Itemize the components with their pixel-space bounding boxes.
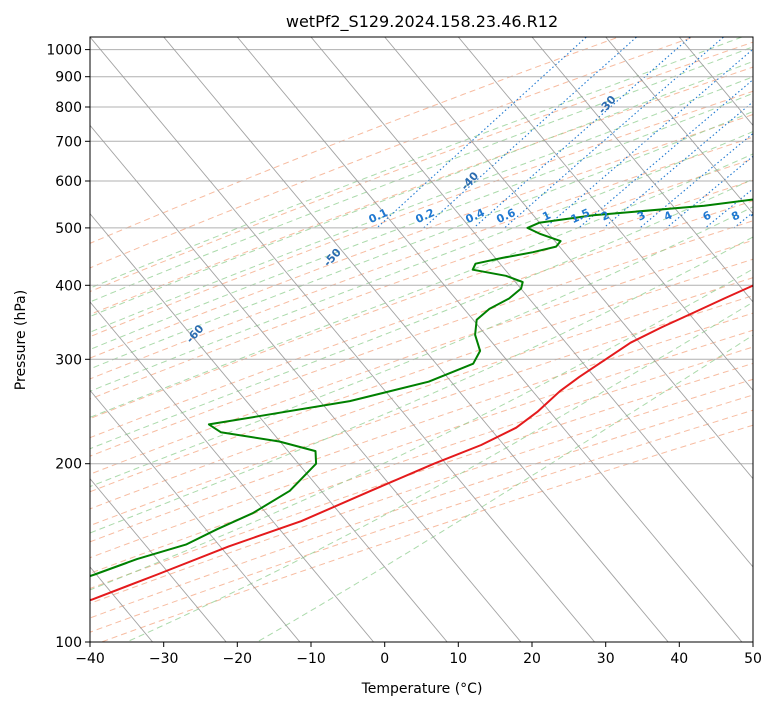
x-tick-label: −40 — [75, 651, 105, 667]
chart-title: wetPf2_S129.2024.158.23.46.R12 — [286, 12, 558, 32]
isotherm-gridline — [90, 477, 227, 642]
y-axis: 1000 900 800 700 600 500 400 300 200 100 — [46, 43, 90, 651]
x-tick-label: −30 — [149, 651, 179, 667]
y-tick-label: 700 — [55, 134, 82, 150]
x-tick-label: −20 — [223, 651, 253, 667]
isotherm-gridline — [90, 37, 595, 642]
x-axis: −40 −30 −20 −10 0 10 20 30 40 50 — [75, 642, 762, 667]
moist-adiabat-line — [90, 76, 753, 333]
moist-adiabat-line — [90, 153, 753, 418]
dry-adiabat-line — [90, 378, 753, 604]
dry-adiabat-line — [90, 394, 753, 619]
isotherm-gridline — [90, 301, 374, 642]
mixing-ratio-line — [473, 37, 692, 229]
moist-adiabat-line — [90, 37, 743, 289]
mixing-ratio-label: 10 — [749, 207, 769, 225]
dry-adiabat-line — [90, 258, 753, 493]
y-tick-label: 100 — [55, 635, 82, 651]
isotherm-gridline — [90, 389, 301, 642]
isobar-gridlines — [90, 49, 753, 642]
y-tick-label: 900 — [55, 70, 82, 86]
sounding-series — [90, 198, 753, 602]
x-tick-label: −10 — [296, 651, 326, 667]
y-tick-label: 800 — [55, 100, 82, 116]
isotherm-gridline — [236, 37, 743, 642]
isotherm-gridline — [90, 212, 448, 642]
mixing-ratio-line — [603, 101, 753, 229]
isotherm-gridline — [457, 37, 753, 392]
y-axis-title: Pressure (hPa) — [13, 290, 29, 390]
temperature-profile-line — [90, 284, 753, 602]
dry-adiabat-line — [90, 312, 753, 543]
moist-adiabat-line — [90, 92, 753, 350]
dry-adiabat-line — [90, 113, 753, 359]
moist-adiabat-line — [90, 178, 753, 450]
isotherm-gridline — [605, 37, 753, 215]
dry-adiabats — [90, 37, 753, 642]
dry-adiabat-line — [90, 200, 753, 439]
x-tick-label: 50 — [744, 651, 762, 667]
y-tick-label: 200 — [55, 457, 82, 473]
isotherm-gridline — [90, 124, 522, 642]
dry-adiabat-line — [90, 90, 753, 338]
y-tick-label: 600 — [55, 174, 82, 190]
moist-adiabat-line — [126, 301, 753, 642]
mixing-ratio-lines — [376, 37, 753, 229]
isotherm-label: -20 — [733, 16, 756, 40]
isotherm-gridline — [531, 37, 753, 303]
x-tick-label: 0 — [380, 651, 389, 667]
isotherm-gridline — [310, 37, 753, 568]
dry-adiabat-line — [90, 295, 753, 527]
dewpoint-profile-line — [90, 198, 753, 578]
x-axis-title: Temperature (°C) — [361, 681, 483, 697]
dry-adiabat-line — [90, 220, 753, 457]
plot-area: -100-90-80-70-60-50-40-30-20-10010203040… — [90, 16, 769, 642]
y-tick-label: 400 — [55, 278, 82, 294]
dry-adiabat-line — [90, 346, 753, 574]
dry-adiabat-line — [90, 136, 753, 380]
y-tick-label: 300 — [55, 352, 82, 368]
x-tick-label: 30 — [597, 651, 615, 667]
x-tick-label: 20 — [523, 651, 541, 667]
mixing-ratio-line — [544, 48, 753, 229]
mixing-ratio-line — [504, 37, 725, 229]
moist-adiabat-line — [256, 334, 753, 642]
y-tick-label: 500 — [55, 221, 82, 237]
x-tick-label: 40 — [670, 651, 688, 667]
y-tick-label: 1000 — [46, 43, 82, 59]
plot-frame — [89, 36, 754, 643]
x-tick-label: 10 — [449, 651, 467, 667]
isotherm-gridline — [163, 37, 669, 642]
